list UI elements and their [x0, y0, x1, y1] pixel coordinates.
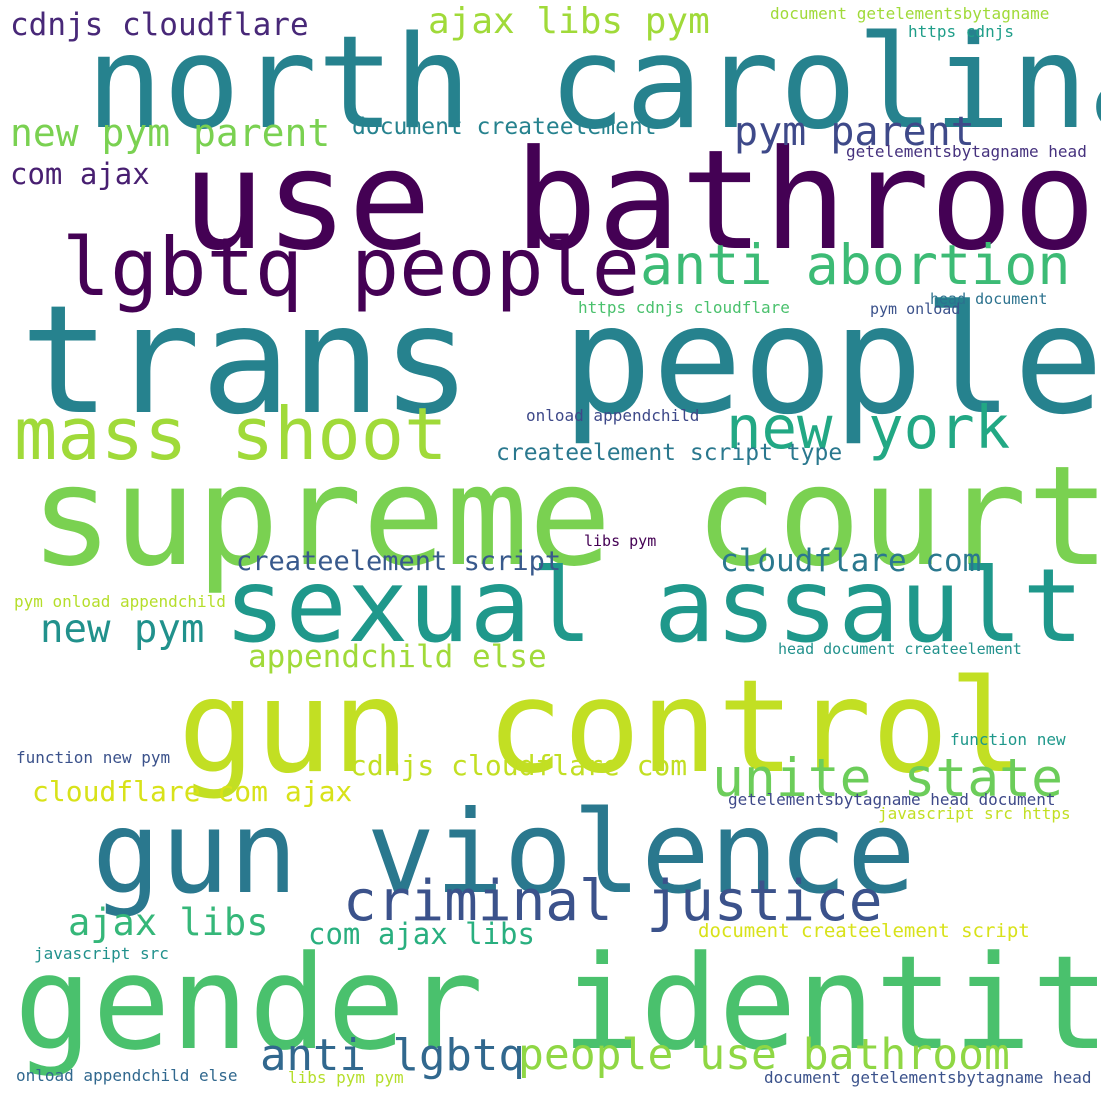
word-ajax-libs: ajax libs: [68, 901, 269, 944]
word-function-new: function new: [950, 730, 1066, 749]
word-getelementsbytagname-head: getelementsbytagname head: [846, 142, 1087, 161]
word-trans-people: trans people: [20, 274, 1101, 448]
word-document-getelementsbytagname-head: document getelementsbytagname head: [764, 1068, 1092, 1087]
word-head-document-createelement: head document createelement: [778, 640, 1022, 658]
word-cloudflare-com-ajax: cloudflare com ajax: [32, 775, 353, 808]
word-pym-parent: pym parent: [734, 109, 975, 155]
word-createelement-script-type: createelement script type: [496, 440, 843, 466]
word-use-bathroom: use bathroom: [182, 120, 1101, 281]
word-onload-appendchild-else: onload appendchild else: [16, 1066, 238, 1085]
word-unite-state: unite state: [712, 748, 1063, 809]
word-sexual-assault: sexual assault: [224, 547, 1084, 666]
word-appendchild-else: appendchild else: [248, 639, 547, 675]
word-lgbtq-people: lgbtq people: [62, 221, 640, 314]
word-new-pym: new pym: [40, 607, 205, 652]
word-gun-violence: gun violence: [92, 786, 916, 919]
word-function-new-pym: function new pym: [16, 748, 171, 767]
word-document-getelementsbytagname: document getelementsbytagname: [770, 4, 1050, 23]
word-anti-abortion: anti abortion: [640, 233, 1071, 297]
word-https-cdnjs-cloudflare: https cdnjs cloudflare: [578, 298, 790, 317]
word-com-ajax-libs: com ajax libs: [308, 917, 535, 951]
word-libs-pym-pym: libs pym pym: [288, 1068, 404, 1087]
word-document-createelement: document createelement: [352, 114, 657, 140]
word-javascript-src-https: javascript src https: [878, 804, 1071, 823]
word-north-carolina: north carolina: [86, 9, 1101, 158]
word-gender-identity: gender identity: [14, 927, 1101, 1079]
word-cdnjs-cloudflare: cdnjs cloudflare: [10, 7, 309, 43]
word-getelementsbytagname-head-document: getelementsbytagname head document: [728, 790, 1056, 809]
word-mass-shoot: mass shoot: [14, 392, 448, 476]
word-libs-pym: libs pym: [584, 532, 657, 550]
word-new-york: new york: [726, 393, 1011, 462]
word-pym-onload: pym onload: [870, 300, 961, 318]
word-https-cdnjs: https cdnjs: [908, 22, 1014, 41]
word-head-document: head document: [930, 290, 1048, 308]
word-gun-control: gun control: [178, 653, 1026, 802]
word-ajax-libs-pym: ajax libs pym: [428, 1, 710, 42]
word-anti-lgbtq: anti lgbtq: [260, 1030, 525, 1081]
word-new-pym-parent: new pym parent: [10, 111, 331, 155]
word-onload-appendchild: onload appendchild: [526, 406, 700, 425]
word-javascript-src: javascript src: [34, 944, 169, 963]
word-cloudflare-com: cloudflare com: [720, 543, 982, 579]
word-cdnjs-cloudflare-com: cdnjs cloudflare com: [350, 749, 688, 782]
word-criminal-justice: criminal justice: [343, 869, 883, 934]
word-createelement-script: createelement script: [236, 546, 562, 577]
word-document-createelement-script: document createelement script: [698, 920, 1030, 942]
word-people-use-bathroom: people use bathroom: [518, 1030, 1010, 1080]
word-com-ajax: com ajax: [10, 157, 150, 191]
word-supreme-court: supreme court: [30, 436, 1101, 597]
word-pym-onload-appendchild: pym onload appendchild: [14, 592, 226, 611]
